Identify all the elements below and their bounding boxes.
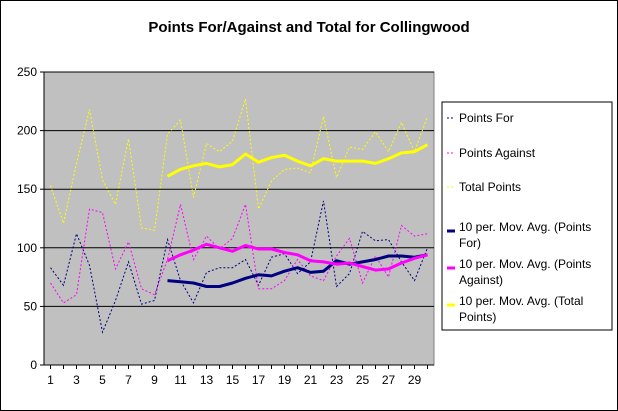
y-tick-label: 200 — [17, 124, 37, 138]
series-line-3 — [50, 98, 428, 231]
x-tick-label: 11 — [174, 373, 187, 387]
x-tick-label: 23 — [330, 373, 344, 387]
legend-label-2: Points Against — [459, 146, 536, 160]
legend-label-4: 10 per. Mov. Avg. (Points For) — [459, 220, 591, 250]
x-tick-label: 1 — [47, 373, 54, 387]
x-tick-label: 25 — [356, 373, 370, 387]
legend-label-1: Points For — [459, 111, 514, 125]
series-line-5 — [166, 242, 428, 272]
y-tick-label: 250 — [17, 65, 37, 79]
series-line-4 — [167, 253, 428, 288]
legend: Points For Points Against Total Points 10 p… — [447, 111, 591, 324]
plot-background — [43, 71, 435, 366]
plot-area — [43, 71, 435, 366]
x-tick-label: 13 — [200, 373, 214, 387]
series-line-6 — [166, 143, 429, 178]
y-tick-label: 0 — [30, 358, 37, 372]
legend-box — [441, 101, 613, 331]
x-tick-label: 7 — [125, 373, 132, 387]
x-tick-label: 19 — [278, 373, 292, 387]
chart-title: Points For/Against and Total for Colling… — [148, 19, 469, 36]
x-tick-label: 29 — [408, 373, 422, 387]
x-tick-label: 27 — [382, 373, 396, 387]
y-tick-label: 50 — [24, 299, 38, 313]
x-tick-label: 5 — [99, 373, 106, 387]
x-tick-label: 21 — [304, 373, 318, 387]
x-tick-label: 9 — [151, 373, 158, 387]
legend-label-3: Total Points — [459, 180, 521, 194]
series-layer — [50, 98, 429, 334]
legend-label-6: 10 per. Mov. Avg. (Total Points) — [459, 294, 583, 324]
x-tick-label: 15 — [226, 373, 240, 387]
series-line-2 — [50, 202, 428, 304]
y-tick-label: 150 — [17, 182, 37, 196]
legend-label-5: 10 per. Mov. Avg. (Points Against) — [459, 257, 591, 287]
series-line-1 — [50, 200, 428, 334]
x-tick-label: 17 — [252, 373, 266, 387]
y-tick-label: 100 — [17, 241, 37, 255]
x-tick-label: 3 — [73, 373, 80, 387]
